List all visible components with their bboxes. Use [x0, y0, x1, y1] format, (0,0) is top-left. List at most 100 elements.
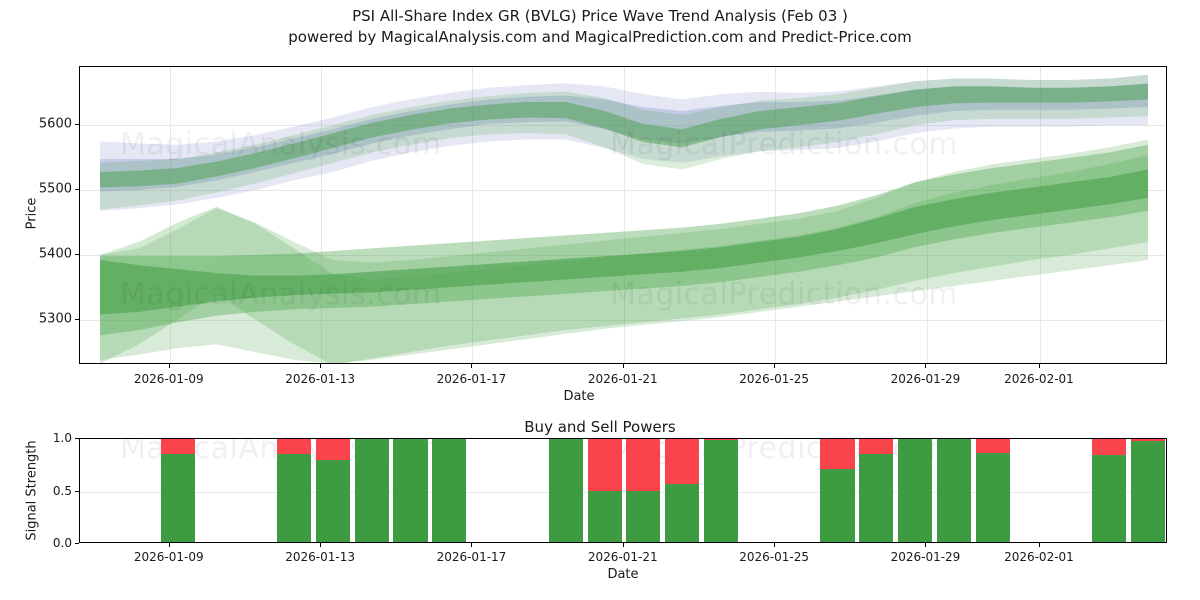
sell-power-segment [1092, 439, 1127, 455]
price-x-tickmark [1038, 364, 1040, 368]
gridline-vertical [321, 67, 323, 363]
title-line-2: powered by MagicalAnalysis.com and Magic… [288, 28, 912, 46]
sell-power-segment [277, 439, 312, 454]
price-x-tick-label: 2026-02-01 [1004, 372, 1074, 386]
price-band-upper-wave-blue-inner [100, 83, 1148, 192]
signal-y-tickmark [75, 543, 79, 544]
signal-x-tickmark [168, 543, 170, 547]
signal-y-tick-label: 0.0 [52, 536, 72, 550]
signal-bar[interactable] [432, 439, 467, 542]
price-x-tick-label: 2026-01-21 [587, 372, 658, 386]
buy-power-segment [548, 439, 583, 542]
sell-power-segment [1130, 439, 1166, 442]
price-x-tick-label: 2026-01-13 [285, 372, 355, 386]
signal-y-axis-title: Signal Strength [24, 440, 40, 541]
signal-y-tickmark [75, 490, 79, 492]
sell-power-segment [160, 439, 195, 454]
signal-bar[interactable] [820, 439, 855, 542]
signal-bar[interactable] [277, 439, 312, 542]
signal-bar[interactable] [587, 439, 622, 542]
signal-bar[interactable] [160, 439, 195, 542]
sell-power-segment [704, 439, 739, 441]
buy-power-segment [354, 439, 389, 542]
signal-x-tick-label: 2026-01-17 [436, 550, 507, 564]
price-x-tickmark [622, 364, 624, 368]
price-x-tick-label: 2026-01-25 [739, 372, 809, 386]
price-band-upper-wave-green-outer [100, 74, 1148, 210]
signal-x-axis-title: Date [607, 567, 639, 582]
gridline-horizontal [80, 125, 1166, 127]
sell-power-segment [665, 439, 700, 485]
signal-bar[interactable] [354, 439, 389, 542]
price-y-tickmark [75, 318, 79, 320]
buy-power-segment [1092, 454, 1127, 542]
page-title: PSI All-Share Index GR (BVLG) Price Wave… [0, 6, 1200, 48]
price-band-lower-wave-green-core [100, 169, 1148, 315]
price-y-tickmark [75, 124, 79, 126]
signal-x-tick-label: 2026-01-21 [587, 550, 658, 564]
signal-bar[interactable] [626, 439, 661, 542]
gridline-vertical [623, 67, 625, 363]
buy-power-segment [626, 490, 661, 542]
gridline-vertical [472, 67, 474, 363]
price-y-tick-label: 5500 [38, 181, 72, 197]
signal-y-tickmark [75, 438, 79, 439]
buy-power-segment [665, 484, 700, 542]
buy-power-segment [393, 439, 428, 542]
price-band-early-spike-green [100, 155, 1148, 363]
sell-power-segment [975, 439, 1010, 453]
signal-bar[interactable] [393, 439, 428, 542]
gridline-vertical [169, 67, 171, 363]
signal-chart-title: Buy and Sell Powers [524, 418, 676, 436]
signal-x-tickmark [1038, 543, 1040, 547]
gridline-vertical [1039, 67, 1041, 363]
price-wave-bands [100, 74, 1148, 363]
signal-bar[interactable] [1092, 439, 1127, 542]
price-band-upper-wave-green-inner [100, 83, 1148, 188]
title-line-1: PSI All-Share Index GR (BVLG) Price Wave… [352, 7, 848, 25]
signal-x-tickmark [471, 543, 473, 547]
signal-x-tick-label: 2026-01-13 [285, 550, 355, 564]
price-wave-chart-axes: MagicalAnalysis.comMagicalAnalysis.comMa… [79, 66, 1167, 364]
sell-power-segment [859, 439, 894, 454]
signal-bar[interactable] [665, 439, 700, 542]
price-x-tick-label: 2026-01-29 [890, 372, 961, 386]
buy-power-segment [704, 440, 739, 542]
buy-power-segment [820, 468, 855, 542]
signal-bar[interactable] [548, 439, 583, 542]
buy-power-segment [315, 460, 350, 542]
buy-power-segment [975, 452, 1010, 542]
signal-x-tick-label: 2026-01-09 [133, 550, 204, 564]
price-band-lower-wave-green-outer [100, 139, 1148, 363]
buy-power-segment [587, 490, 622, 542]
price-y-axis-title: Price [24, 197, 40, 230]
sell-power-segment [587, 439, 622, 491]
price-band-upper-wave-blue-outer [100, 74, 1148, 211]
price-y-tickmark [75, 253, 79, 255]
signal-y-tick-label: 1.0 [52, 431, 72, 445]
buy-power-segment [936, 439, 971, 542]
price-x-tick-label: 2026-01-17 [436, 372, 507, 386]
price-x-tickmark [925, 364, 927, 368]
signal-x-tickmark [622, 543, 624, 547]
signal-bar[interactable] [936, 439, 971, 542]
sell-power-segment [626, 439, 661, 491]
price-y-tick-label: 5600 [38, 116, 72, 132]
price-y-tick-label: 5300 [38, 311, 72, 327]
buy-power-segment [898, 439, 933, 542]
sell-power-segment [315, 439, 350, 461]
price-x-tickmark [471, 364, 473, 368]
signal-bar[interactable] [315, 439, 350, 542]
signal-bar[interactable] [898, 439, 933, 542]
signal-x-tick-label: 2026-01-25 [739, 550, 809, 564]
signal-bar[interactable] [704, 439, 739, 542]
signal-bar[interactable] [1130, 439, 1166, 542]
buy-power-segment [277, 453, 312, 542]
signal-bar[interactable] [975, 439, 1010, 542]
signal-x-tickmark [320, 543, 322, 547]
signal-bar[interactable] [859, 439, 894, 542]
signal-y-tick-label: 0.5 [52, 483, 72, 498]
gridline-vertical [775, 67, 777, 363]
gridline-horizontal [80, 491, 1166, 493]
